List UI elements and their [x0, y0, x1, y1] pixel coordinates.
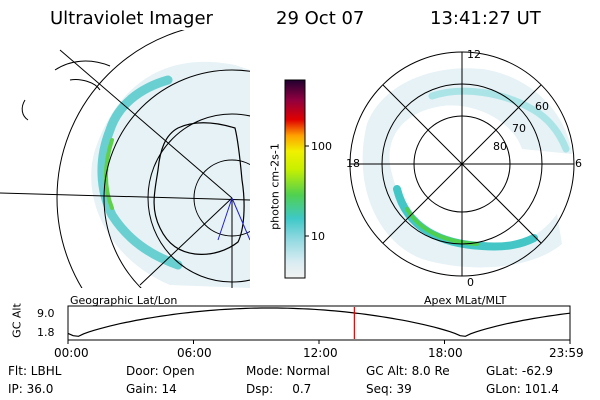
mlt-label-0: 0 — [467, 276, 474, 289]
auroral-oval-dayside — [428, 87, 570, 153]
glat-status: GLat: -62.9 — [486, 364, 553, 378]
altitude-ytick-min: 1.8 — [37, 326, 55, 339]
time-tick-1200: 12:00 — [303, 346, 338, 360]
mlat-mlt-plot — [349, 51, 575, 277]
time-label: 13:41:27 UT — [430, 8, 541, 29]
mlt-spoke — [382, 84, 542, 244]
glon-status: GLon: 101.4 — [486, 382, 559, 396]
mlt-label-18: 18 — [346, 157, 360, 170]
colorbar — [284, 79, 309, 279]
altitude-plot-frame — [67, 305, 571, 341]
filter-status: Flt: LBHL — [8, 364, 62, 378]
altitude-curve — [67, 307, 571, 337]
left-panel-caption: Geographic Lat/Lon — [70, 294, 178, 307]
coastline — [153, 122, 245, 255]
imager-footprint — [91, 61, 250, 288]
dsp-status: Dsp: 0.7 — [246, 382, 312, 396]
mlat-label-60: 60 — [535, 100, 549, 113]
instrument-title: Ultraviolet Imager — [50, 8, 213, 29]
time-tick-0000: 00:00 — [54, 346, 89, 360]
time-tick-1800: 18:00 — [428, 346, 463, 360]
mode-status: Mode: Normal — [246, 364, 330, 378]
coastline-fragment — [21, 60, 111, 121]
date-label: 29 Oct 07 — [276, 8, 365, 29]
auroral-oval — [97, 75, 183, 270]
seq-status: Seq: 39 — [366, 382, 412, 396]
mlat-label-80: 80 — [493, 140, 507, 153]
mlt-label-12: 12 — [467, 48, 481, 61]
pointing-vector — [231, 197, 250, 241]
auroral-oval-core — [405, 207, 479, 246]
altitude-plot — [67, 305, 571, 344]
colorbar-unit: photon cm-2s-1 — [268, 143, 282, 230]
latitude-circle — [103, 69, 250, 288]
altitude-ytick-max: 9.0 — [37, 307, 55, 320]
altitude-ylabel: GC Alt — [10, 303, 24, 338]
colorbar-tick-10: 10 — [311, 230, 325, 243]
time-tick-0600: 06:00 — [177, 346, 212, 360]
gain-status: Gain: 14 — [126, 382, 177, 396]
ip-status: IP: 36.0 — [8, 382, 54, 396]
gc-alt-status: GC Alt: 8.0 Re — [366, 364, 450, 378]
mlat-label-70: 70 — [512, 122, 526, 135]
imager-footprint — [362, 68, 572, 268]
pointing-vector — [217, 197, 233, 241]
mlt-label-6: 6 — [575, 157, 582, 170]
right-panel-caption: Apex MLat/MLT — [424, 294, 507, 307]
meridian-line — [139, 197, 233, 286]
door-status: Door: Open — [126, 364, 195, 378]
colorbar-scale — [284, 79, 306, 279]
meridian-line — [59, 49, 233, 199]
geographic-map — [0, 30, 250, 288]
latitude-circle — [56, 30, 185, 288]
meridian-line — [0, 192, 250, 201]
time-tick-2359: 23:59 — [549, 346, 584, 360]
colorbar-tick-100: 100 — [311, 140, 332, 153]
